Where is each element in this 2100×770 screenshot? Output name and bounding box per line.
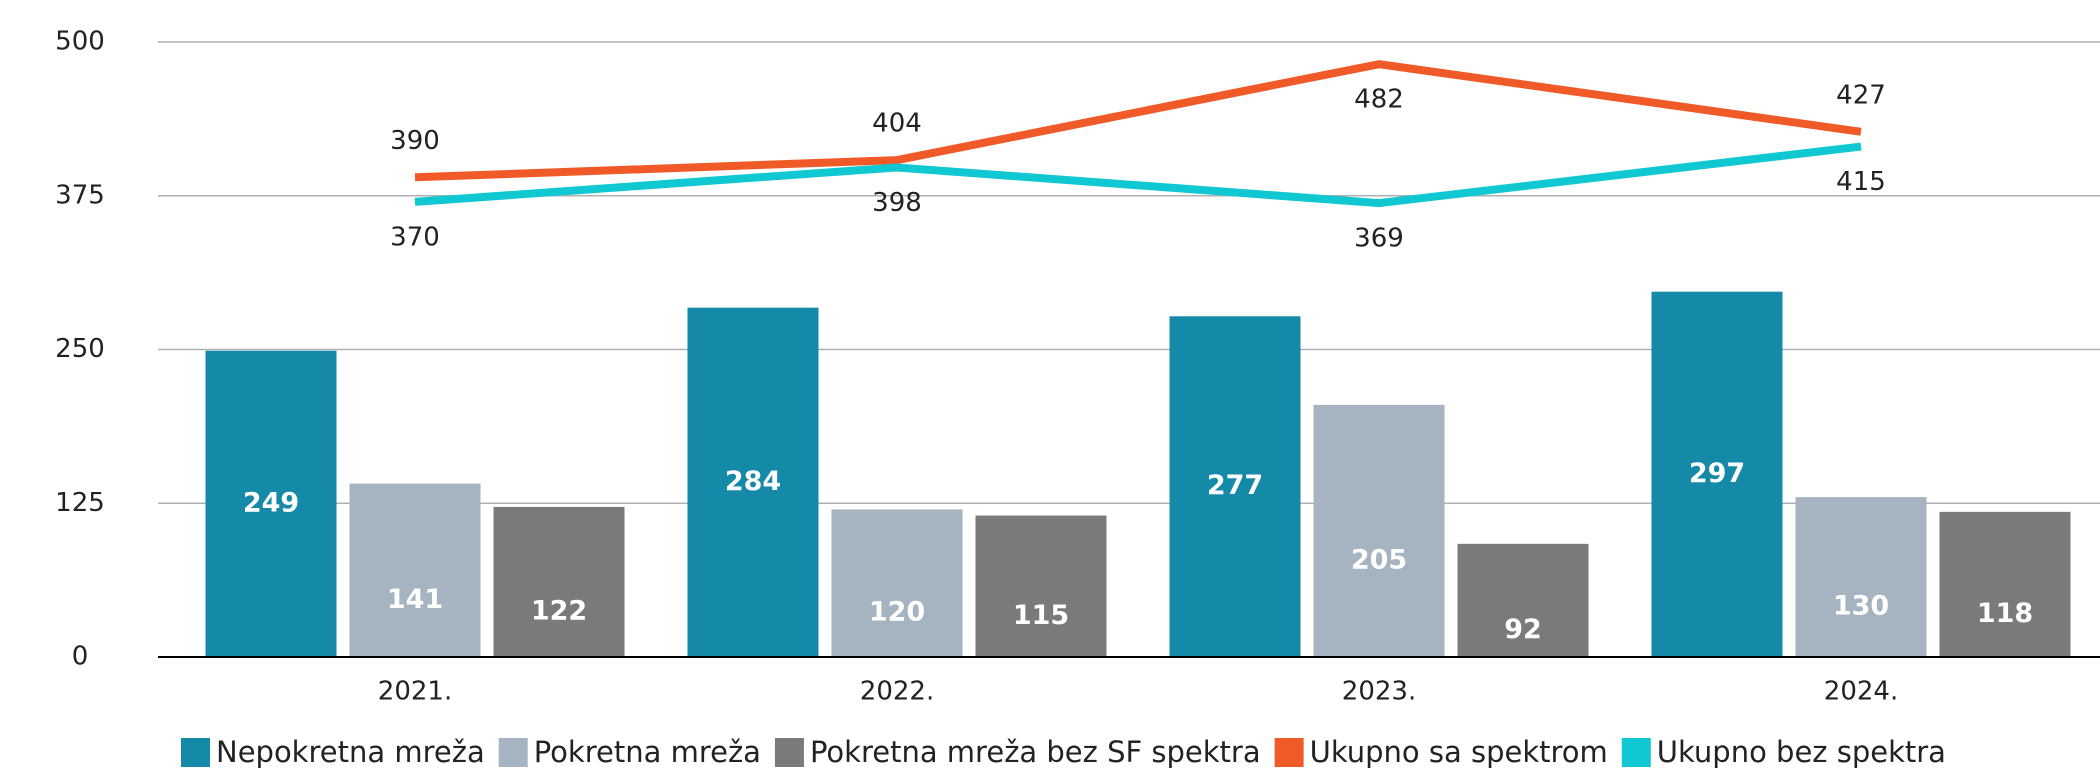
bar-value-label: 284 bbox=[725, 466, 781, 497]
line bbox=[414, 142, 1862, 208]
bar bbox=[975, 515, 1107, 657]
y-tick-label: 500 bbox=[55, 27, 105, 57]
legend-label: Ukupno sa spektrom bbox=[1310, 735, 1608, 769]
bar-value-label: 118 bbox=[1977, 598, 2033, 629]
bar-value-label: 92 bbox=[1504, 614, 1542, 645]
bar bbox=[205, 350, 337, 657]
x-tick-label: 2024. bbox=[1824, 677, 1898, 707]
bar bbox=[1169, 316, 1301, 657]
legend-swatch bbox=[498, 738, 528, 767]
line bbox=[414, 60, 1862, 182]
legend-label: Pokretna mreža bbox=[534, 735, 761, 769]
x-tick-label: 2021. bbox=[378, 677, 452, 707]
bar bbox=[1457, 543, 1589, 657]
bar-value-label: 205 bbox=[1351, 544, 1407, 575]
bar-value-label: 141 bbox=[387, 584, 443, 615]
bar bbox=[1651, 291, 1783, 657]
line-value-label: 370 bbox=[390, 222, 440, 252]
legend-swatch bbox=[774, 738, 804, 767]
bar bbox=[1795, 497, 1927, 657]
legend-label: Nepokretna mreža bbox=[216, 735, 485, 769]
line-value-label: 427 bbox=[1836, 80, 1886, 110]
bar bbox=[1313, 404, 1445, 657]
bar-value-label: 122 bbox=[531, 595, 587, 626]
y-tick-label: 125 bbox=[55, 488, 105, 518]
line-value-label: 369 bbox=[1354, 224, 1404, 254]
line-value-label: 404 bbox=[872, 109, 922, 139]
legend-swatch bbox=[181, 738, 210, 767]
bar-value-label: 120 bbox=[869, 597, 925, 628]
line-value-label: 482 bbox=[1354, 85, 1404, 115]
legend-swatch bbox=[1274, 738, 1304, 767]
y-tick-label: 250 bbox=[55, 334, 105, 364]
bar-value-label: 130 bbox=[1833, 591, 1889, 622]
bar-value-label: 297 bbox=[1689, 458, 1745, 489]
bar bbox=[1939, 511, 2071, 657]
y-tick-label: 375 bbox=[55, 180, 105, 210]
legend-swatch bbox=[1621, 738, 1651, 767]
bar bbox=[349, 483, 481, 657]
bar-value-label: 249 bbox=[243, 487, 299, 518]
y-tick-label: 0 bbox=[72, 642, 89, 672]
legend-label: Pokretna mreža bez SF spektra bbox=[810, 735, 1261, 769]
bar bbox=[687, 307, 819, 657]
bar-value-label: 115 bbox=[1013, 600, 1069, 631]
line-value-label: 415 bbox=[1836, 167, 1886, 197]
x-tick-label: 2023. bbox=[1342, 677, 1416, 707]
x-tick-label: 2022. bbox=[860, 677, 934, 707]
line-value-label: 390 bbox=[390, 126, 440, 156]
bar bbox=[493, 506, 625, 657]
legend-label: Ukupno bez spektra bbox=[1657, 735, 1946, 769]
bar bbox=[831, 509, 963, 657]
bar-value-label: 277 bbox=[1207, 470, 1263, 501]
line-value-label: 398 bbox=[872, 188, 922, 218]
